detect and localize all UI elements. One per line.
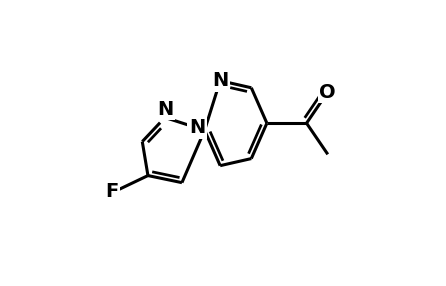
Text: O: O — [319, 83, 336, 102]
Text: N: N — [189, 118, 205, 138]
Text: N: N — [212, 71, 228, 90]
Text: F: F — [105, 182, 118, 201]
Text: N: N — [157, 100, 173, 119]
